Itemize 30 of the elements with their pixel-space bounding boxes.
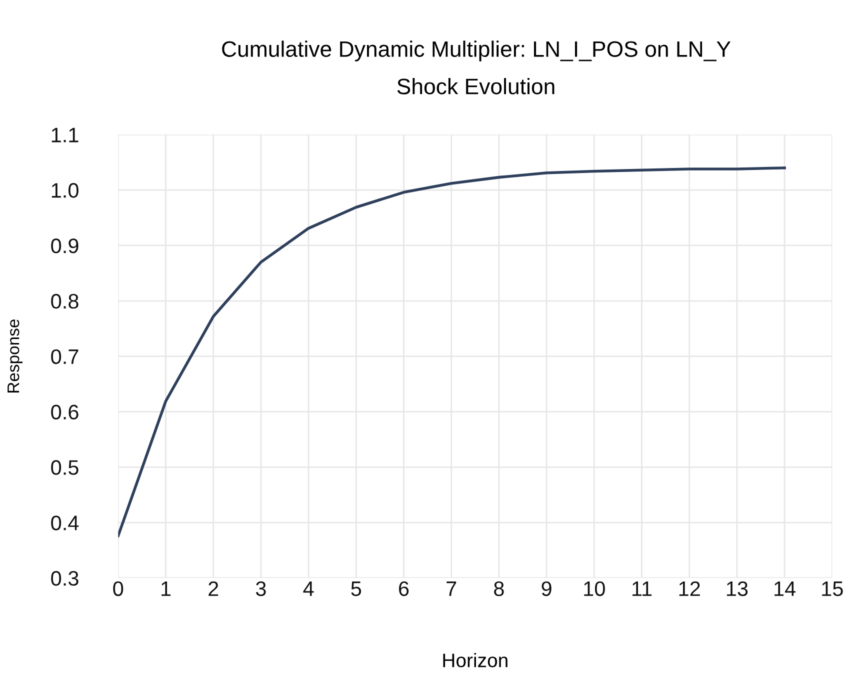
- x-tick-label: 4: [303, 582, 314, 596]
- x-tick-label: 0: [113, 581, 124, 596]
- x-tick-label: 15: [822, 582, 843, 596]
- x-tick-label: 11: [632, 582, 652, 596]
- y-tick-label: 0.7: [51, 349, 78, 364]
- y-tick-label: 1.0: [52, 183, 78, 198]
- y-tick-label: 0.9: [51, 238, 78, 254]
- x-tick-label: 14: [774, 582, 796, 596]
- x-tick-label: 7: [446, 582, 456, 596]
- y-tick-label: 0.6: [51, 404, 78, 420]
- y-tick-label: 0.8: [51, 294, 78, 309]
- y-tick-label: 0.4: [51, 516, 79, 530]
- chart-title: Cumulative Dynamic Multiplier: LN_I_POS on LN_Y: [222, 40, 731, 62]
- x-axis-title: Horizon: [443, 652, 508, 668]
- x-tick-label: 6: [399, 581, 409, 596]
- x-tick-label: 2: [208, 581, 218, 596]
- chart-subtitle: Shock Evolution: [397, 78, 554, 94]
- x-tick-label: 13: [726, 581, 748, 596]
- x-tick-label: 5: [351, 582, 362, 596]
- x-tick-label: 9: [542, 581, 552, 596]
- x-tick-label: 3: [256, 581, 266, 596]
- line-series: [118, 166, 786, 538]
- y-tick-label: 1.1: [52, 128, 78, 142]
- x-tick-label: 10: [584, 581, 605, 596]
- y-axis-title: Response: [8, 320, 23, 392]
- x-tick-label: 8: [494, 581, 504, 596]
- y-tick-label: 0.3: [51, 571, 78, 586]
- y-tick-label: 0.5: [51, 460, 78, 475]
- x-tick-label: 1: [162, 582, 171, 596]
- x-tick-label: 12: [679, 581, 700, 596]
